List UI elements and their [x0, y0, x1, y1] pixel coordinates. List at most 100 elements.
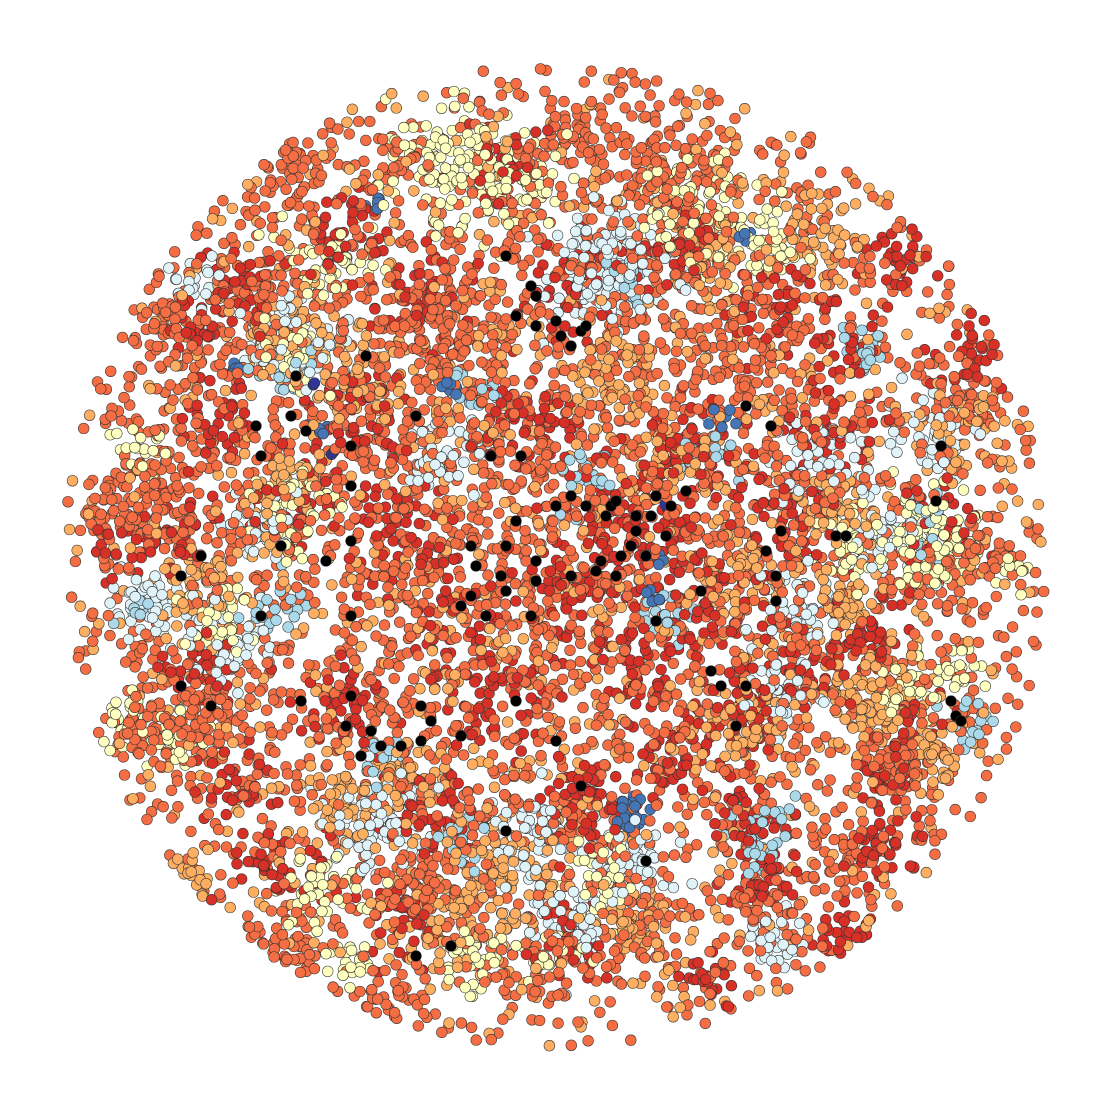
point-orange [619, 148, 631, 161]
point-light-orange [1011, 495, 1024, 507]
point-orange [1020, 444, 1032, 456]
point-light-orange [873, 435, 885, 448]
point-orange [799, 292, 811, 304]
point-light-orange [704, 999, 716, 1011]
point-orange [249, 432, 261, 444]
point-light-orange [247, 886, 260, 898]
point-orange [509, 459, 521, 471]
point-orange [550, 660, 562, 672]
point-orange [325, 137, 337, 149]
point-dark-red [592, 940, 605, 952]
point-light-orange [739, 103, 751, 115]
point-dark-red [237, 827, 249, 840]
point-light-orange [901, 328, 913, 340]
point-orange [849, 284, 861, 296]
point-orange [1014, 423, 1026, 436]
point-light-orange [974, 747, 986, 759]
point-orange [1010, 721, 1022, 733]
point-cream [498, 208, 510, 220]
point-orange [315, 169, 328, 182]
point-orange [556, 673, 569, 685]
point-orange [733, 526, 746, 538]
point-orange [981, 511, 994, 523]
point-orange [916, 598, 928, 610]
point-orange [87, 607, 99, 619]
point-orange [548, 379, 560, 392]
point-orange [812, 779, 824, 791]
point-orange [211, 537, 223, 549]
point-orange [822, 901, 835, 913]
point-orange [478, 911, 490, 924]
point-orange [123, 381, 135, 393]
point-orange [662, 822, 675, 834]
point-orange [242, 910, 254, 922]
point-light-orange [499, 496, 511, 509]
point-dark-red [295, 725, 308, 737]
point-light-orange [996, 500, 1008, 512]
point-orange [254, 217, 266, 230]
point-orange [596, 108, 608, 121]
point-orange [488, 262, 500, 274]
point-orange [652, 981, 664, 993]
point-blue [703, 418, 715, 430]
point-orange [510, 830, 523, 842]
point-dark-red [408, 935, 420, 947]
point-light-orange [238, 448, 251, 460]
point-cream [430, 230, 442, 242]
point-light-orange [777, 166, 790, 179]
point-pale-blue [104, 597, 116, 609]
point-orange [807, 871, 820, 883]
point-orange [669, 932, 681, 944]
point-orange [1023, 679, 1035, 692]
point-orange [202, 521, 215, 534]
point-orange [226, 232, 238, 244]
point-light-orange [613, 402, 625, 414]
point-dark-red [655, 663, 667, 676]
point-orange [577, 701, 589, 714]
point-orange [307, 553, 319, 566]
point-orange [926, 804, 938, 816]
point-orange [982, 755, 994, 767]
point-orange [165, 784, 178, 797]
point-orange [742, 945, 754, 957]
point-orange [673, 88, 685, 100]
point-orange [601, 422, 614, 434]
point-orange [261, 887, 273, 900]
point-dark-red [768, 272, 781, 284]
point-orange [344, 758, 356, 771]
point-light-orange [326, 579, 338, 591]
point-orange [303, 659, 315, 671]
point-orange [757, 307, 770, 319]
point-orange [672, 120, 684, 133]
point-orange [654, 337, 667, 349]
point-light-orange [991, 437, 1003, 449]
point-orange [378, 619, 391, 631]
point-orange [286, 713, 299, 725]
point-orange [604, 996, 616, 1008]
point-orange [353, 115, 365, 128]
point-light-orange [288, 428, 301, 440]
point-dark-red [932, 270, 944, 282]
point-orange [922, 286, 934, 298]
point-light-orange [436, 513, 449, 526]
point-orange [876, 315, 888, 327]
point-light-orange [144, 780, 157, 792]
point-orange [216, 527, 228, 539]
point-orange [723, 539, 736, 551]
point-light-orange [484, 622, 496, 635]
point-orange [392, 195, 405, 207]
point-orange [118, 769, 131, 781]
point-light-orange [844, 390, 856, 403]
point-orange [201, 533, 213, 545]
point-light-blue [987, 715, 999, 728]
point-orange [702, 98, 715, 110]
point-pale-blue [524, 926, 536, 939]
point-orange [949, 803, 961, 816]
point-orange [256, 812, 269, 825]
point-light-orange [591, 672, 604, 685]
point-dark-red [530, 126, 542, 138]
point-orange [173, 451, 185, 464]
point-orange [790, 959, 802, 971]
point-orange [770, 460, 783, 472]
point-light-orange [71, 544, 83, 557]
